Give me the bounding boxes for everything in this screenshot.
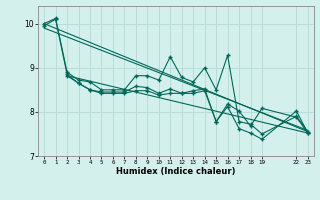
X-axis label: Humidex (Indice chaleur): Humidex (Indice chaleur) [116,167,236,176]
